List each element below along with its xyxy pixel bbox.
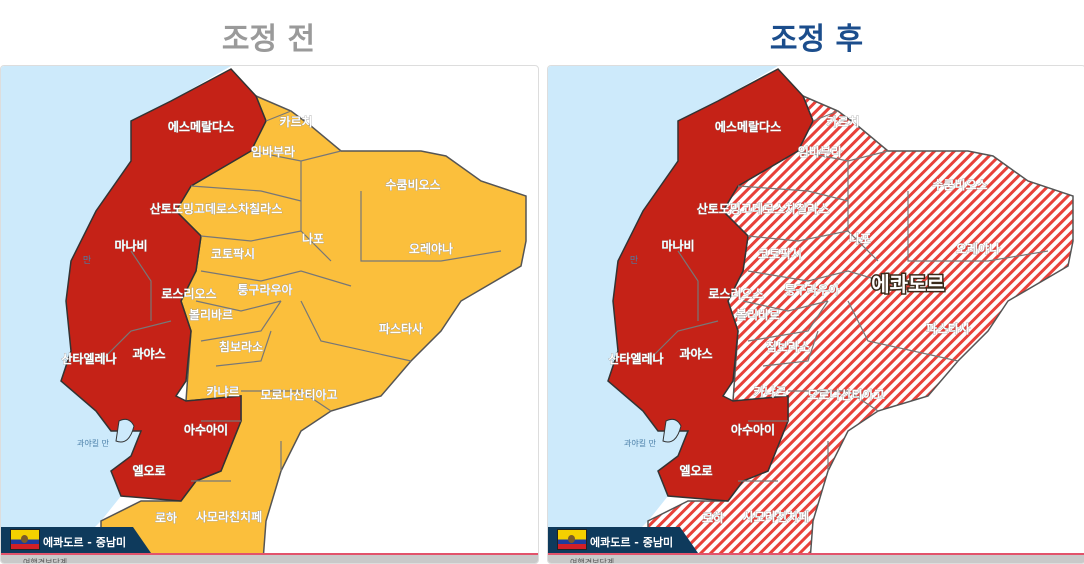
province-label: 아수아이 <box>731 422 775 437</box>
province-label: 수쿰비오스 <box>385 177 440 192</box>
province-border <box>812 110 839 122</box>
province-label: 엘오로 <box>132 464 165 478</box>
province-label: 침보라소 <box>219 339 263 354</box>
province-label: 사모라친치페 <box>196 509 262 524</box>
province-label: 산타엘레나 <box>608 351 663 366</box>
province-label: 카냐르 <box>206 384 239 399</box>
province-border <box>360 191 502 262</box>
province-label: 과야스 <box>132 346 165 361</box>
province-label: 산토도밍고데로스차칠라스 <box>150 201 282 216</box>
province-label: 모로나산티아고 <box>807 387 884 402</box>
badge-text: 에콰도르 - 중남미 <box>590 536 674 549</box>
province-label: 나포 <box>302 231 324 246</box>
province-label: 에스메랄다스 <box>715 119 781 134</box>
province-border <box>907 191 1049 262</box>
province-border <box>200 230 302 242</box>
province-label: 카르치 <box>279 114 312 129</box>
province-label: 사모라친치페 <box>743 509 809 524</box>
province-border <box>847 300 959 362</box>
province-border <box>195 300 282 312</box>
province-border <box>200 300 282 342</box>
province-label: 모로나산티아고 <box>260 387 337 402</box>
footer-text: 여행경보단계 <box>23 558 68 564</box>
province-border <box>737 185 849 202</box>
province-border <box>788 390 879 412</box>
footer-text: 여행경보단계 <box>570 558 615 564</box>
province-label: 마나비 <box>661 238 694 253</box>
province-label: 코토팍시 <box>211 246 255 261</box>
province-label: 파스타사 <box>379 321 423 336</box>
province-border <box>647 320 719 362</box>
province-label: 코토팍시 <box>758 246 802 261</box>
province-label: 산토도밍고데로스차칠라스 <box>697 201 829 216</box>
province-label: 카르치 <box>826 114 859 129</box>
province-label: 침보라소 <box>766 339 810 354</box>
province-border <box>300 300 412 362</box>
footer-strip: 여행경보단계 <box>1 553 538 564</box>
province-border <box>241 390 332 412</box>
bay-label: 만 <box>83 255 91 266</box>
badge-text: 에콰도르 - 중남미 <box>43 536 127 549</box>
province-border <box>200 270 352 287</box>
province-label: 오레야나 <box>409 241 453 256</box>
province-label: 임바부라 <box>251 144 295 159</box>
province-border <box>747 230 849 242</box>
province-border <box>265 110 292 122</box>
province-label: 퉁구라우아 <box>784 282 839 297</box>
province-border <box>742 300 829 312</box>
gulf-island <box>115 418 135 443</box>
gulf-label: 과야킬 만 <box>624 438 657 448</box>
ecuador-flag-icon <box>557 529 587 550</box>
footer-strip: 여행경보단계 <box>548 553 1084 564</box>
province-border <box>130 250 152 321</box>
gulf-island <box>662 418 682 443</box>
province-border <box>215 330 272 367</box>
province-label: 수쿰비오스 <box>932 177 987 192</box>
province-label: 카냐르 <box>753 384 786 399</box>
province-label: 볼리바르 <box>189 307 233 322</box>
province-label: 로스리오스 <box>161 286 216 301</box>
province-border <box>747 300 829 342</box>
title-before: 조정 전 <box>221 22 316 57</box>
province-label: 산타엘레나 <box>61 351 116 366</box>
province-label: 나포 <box>849 231 871 246</box>
province-label: 엘오로 <box>679 464 712 478</box>
province-border <box>747 270 899 287</box>
province-border <box>190 185 302 202</box>
gulf-label: 과야킬 만 <box>77 438 110 448</box>
province-label: 볼리바르 <box>736 307 780 322</box>
sea-area <box>548 66 778 561</box>
province-label: 파스타사 <box>926 321 970 336</box>
province-label: 오레야나 <box>956 241 1000 256</box>
province-label: 과야스 <box>679 346 712 361</box>
province-label: 아수아이 <box>184 422 228 437</box>
country-label: 에콰도르 <box>871 272 945 296</box>
province-label: 로하 <box>155 510 177 525</box>
province-label: 로하 <box>702 510 724 525</box>
province-label: 마나비 <box>114 238 147 253</box>
province-label: 에스메랄다스 <box>168 119 234 134</box>
province-border <box>100 320 172 362</box>
province-border <box>677 250 699 321</box>
title-after: 조정 후 <box>769 22 864 57</box>
ecuador-flag-icon <box>10 529 40 550</box>
province-label: 임바부라 <box>798 144 842 159</box>
bay-label: 만 <box>630 255 638 266</box>
province-label: 로스리오스 <box>708 286 763 301</box>
province-border <box>762 330 819 367</box>
province-label: 퉁구라우아 <box>237 282 292 297</box>
sea-area <box>1 66 231 561</box>
